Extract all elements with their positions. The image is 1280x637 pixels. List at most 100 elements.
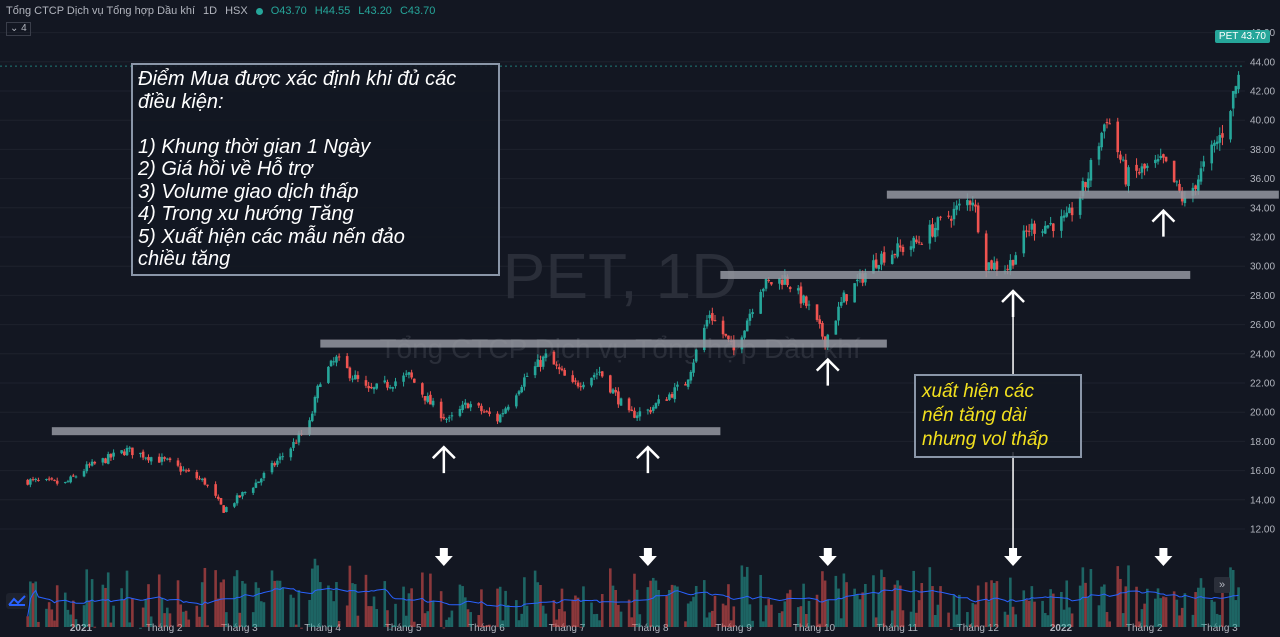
volume-bar — [764, 605, 768, 627]
candle — [574, 380, 577, 382]
volume-bar — [426, 611, 430, 627]
candle — [464, 402, 467, 405]
candle — [1218, 135, 1222, 143]
x-tick-label: Tháng 6 — [468, 623, 505, 634]
candle — [225, 507, 228, 512]
candle — [351, 378, 354, 380]
volume-bar — [292, 597, 295, 627]
candle — [770, 282, 773, 285]
candle — [1156, 159, 1160, 162]
candle — [880, 253, 883, 265]
volume-bar — [367, 606, 370, 627]
volume-bar — [337, 621, 341, 627]
candle — [670, 394, 674, 398]
volume-bar — [890, 610, 894, 627]
volume-bar — [1068, 607, 1071, 627]
volume-bar — [93, 626, 97, 628]
candle — [47, 478, 51, 480]
candle — [251, 487, 255, 493]
volume-bar — [254, 582, 258, 627]
y-tick-label: 18.00 — [1250, 437, 1275, 448]
candle — [1127, 167, 1130, 187]
candle — [364, 380, 368, 386]
candle — [85, 464, 89, 472]
candle — [1022, 230, 1026, 254]
volume-bar — [149, 616, 153, 627]
volume-bar — [313, 558, 317, 627]
candle — [289, 448, 293, 458]
volume-bar — [821, 571, 824, 627]
candle — [391, 387, 395, 389]
volume-bar — [917, 600, 921, 627]
candle — [327, 366, 330, 383]
x-tick-label: Tháng 2 — [146, 623, 183, 634]
symbol-title[interactable]: Tổng CTCP Dịch vụ Tổng hợp Dầu khí — [6, 5, 196, 17]
candle — [1030, 223, 1034, 230]
volume-bar — [882, 577, 886, 627]
candle — [501, 413, 505, 415]
volume-bar — [630, 617, 634, 627]
volume-bar — [1197, 587, 1200, 627]
volume-bar — [557, 609, 561, 627]
volume-bar — [375, 609, 379, 627]
buy-conditions-note[interactable]: Điểm Mua được xác định khi đủ các điều k… — [131, 63, 500, 276]
volume-bar — [595, 613, 599, 627]
x-tick-label: Tháng 8 — [632, 623, 669, 634]
volume-bar — [1084, 582, 1087, 627]
candle — [711, 313, 714, 321]
candle — [651, 407, 655, 411]
indicators-toggle[interactable]: ⌄ 4 — [6, 22, 31, 36]
volume-bar — [609, 568, 612, 627]
candle — [1116, 121, 1120, 153]
volume-bar — [751, 620, 754, 627]
volume-bar — [345, 605, 349, 627]
volume-bar — [705, 617, 709, 627]
low-volume-note[interactable]: xuất hiện các nến tăng dài nhưng vol thấ… — [914, 374, 1082, 458]
volume-bar — [1210, 599, 1214, 627]
candle — [332, 361, 336, 363]
candle — [788, 287, 792, 290]
volume-arrow-down-icon — [818, 548, 837, 566]
volume-bar — [109, 622, 113, 627]
candle — [50, 478, 54, 480]
volume-bar — [1202, 587, 1205, 627]
x-tick-label: Tháng 10 — [793, 623, 836, 634]
volume-bar — [391, 625, 395, 627]
volume-bar — [29, 581, 32, 627]
tradingview-logo-icon[interactable] — [6, 593, 28, 609]
volume-bar — [611, 585, 615, 627]
volume-bar — [1215, 613, 1219, 627]
collapse-panel-button[interactable]: » — [1214, 577, 1230, 593]
candle — [1006, 268, 1009, 270]
candle — [182, 469, 185, 471]
candle — [555, 364, 558, 366]
interval-label[interactable]: 1D — [203, 5, 218, 17]
volume-bar — [1089, 569, 1093, 627]
candle — [992, 262, 996, 270]
volume-bar — [590, 602, 593, 627]
volume-bar — [262, 602, 266, 627]
volume-bar — [1049, 589, 1052, 627]
candle — [394, 381, 397, 387]
candle — [721, 320, 725, 335]
volume-bar — [1011, 606, 1015, 627]
candle — [292, 442, 295, 448]
candle — [123, 451, 126, 456]
candle — [128, 447, 131, 449]
volume-bar — [805, 614, 808, 627]
volume-bar — [759, 574, 762, 627]
candle — [1121, 159, 1125, 161]
volume-bar — [429, 573, 432, 627]
candle — [431, 400, 435, 406]
candle — [1162, 154, 1165, 158]
volume-bar — [582, 586, 585, 627]
volume-bar — [823, 580, 827, 627]
volume-bar — [657, 589, 660, 627]
candle — [106, 454, 110, 464]
volume-bar — [579, 626, 583, 628]
volume-bar — [874, 617, 878, 627]
market-status-icon — [255, 7, 263, 15]
volume-bar — [1009, 577, 1012, 627]
candle — [262, 472, 266, 479]
